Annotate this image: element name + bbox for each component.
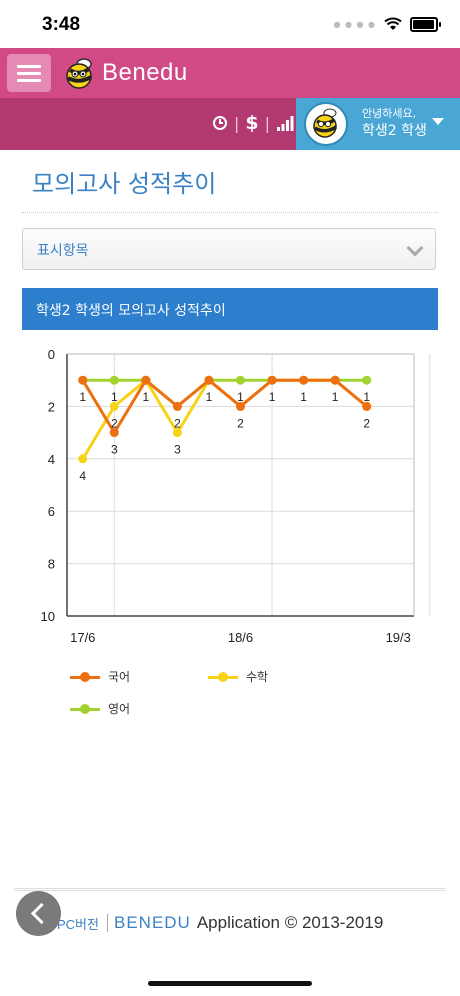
data-label: 3 [111, 443, 118, 457]
signal-bars-icon[interactable] [276, 115, 294, 131]
chart-panel-header: 학생2 학생의 모의고사 성적추이 [22, 288, 438, 330]
y-tick-label: 8 [48, 557, 55, 572]
legend-item: 영어 [70, 700, 130, 717]
data-point [362, 375, 372, 385]
legend-swatch [70, 671, 100, 683]
status-time: 3:48 [42, 14, 81, 35]
series-line [81, 378, 368, 435]
y-tick-label: 2 [48, 399, 55, 414]
data-point [204, 375, 214, 385]
data-label: 1 [79, 390, 86, 404]
data-label: 2 [237, 416, 244, 430]
toolbar-divider: | [234, 113, 240, 133]
app-header: Benedu [0, 48, 460, 98]
data-point [78, 375, 88, 385]
data-point [141, 375, 151, 385]
divider [22, 212, 438, 213]
legend-label: 국어 [108, 670, 131, 684]
footer-brand: BENEDU [113, 913, 191, 932]
clock-icon[interactable] [212, 115, 228, 131]
data-label: 1 [269, 390, 276, 404]
legend-swatch [70, 703, 100, 715]
cellular-dots-icon: ● ● ● ● [333, 19, 376, 29]
home-indicator [148, 981, 312, 986]
data-point [299, 375, 309, 385]
data-point [109, 375, 119, 385]
bee-avatar-icon [313, 108, 337, 138]
toolbar-icons: | $ | [212, 112, 294, 134]
data-point [362, 401, 372, 411]
bee-logo-icon [66, 58, 93, 89]
battery-icon [410, 16, 441, 32]
data-label: 2 [363, 416, 370, 430]
caret-down-icon [432, 118, 444, 125]
x-tick-label: 18/6 [228, 630, 253, 645]
legend-item: 수학 [208, 668, 268, 685]
data-label: 1 [332, 390, 339, 404]
avatar [304, 102, 348, 146]
page-title: 모의고사 성적추이 [32, 170, 217, 198]
data-label: 1 [363, 390, 370, 404]
data-point [109, 401, 119, 411]
data-point [78, 454, 88, 464]
status-icons: ● ● ● ● [333, 14, 441, 34]
legend-label: 수학 [246, 670, 269, 684]
footer-separator [106, 914, 108, 932]
data-label: 3 [174, 443, 181, 457]
pc-version-link[interactable]: PC버전 [57, 916, 99, 932]
dropdown-label: 표시항목 [37, 243, 89, 259]
back-button[interactable] [16, 891, 61, 936]
status-bar: 3:48 ● ● ● ● [0, 0, 460, 48]
legend-swatch [208, 671, 238, 683]
chevron-down-icon [406, 239, 424, 257]
user-greeting: 안녕하세요, [362, 107, 417, 120]
data-point [109, 428, 119, 438]
x-tick-label: 17/6 [70, 630, 95, 645]
wifi-icon [384, 17, 402, 30]
data-label: 4 [79, 469, 86, 483]
user-name: 학생2 학생 [362, 123, 427, 139]
footer-divider [14, 888, 446, 891]
chart-panel-title: 학생2 학생의 모의고사 성적추이 [36, 303, 226, 319]
brand-name: Benedu [102, 59, 188, 86]
data-label: 1 [206, 390, 213, 404]
user-menu[interactable]: 안녕하세요, 학생2 학생 [296, 98, 460, 150]
data-label: 1 [143, 390, 150, 404]
y-tick-label: 4 [48, 452, 55, 467]
data-label: 1 [111, 390, 118, 404]
data-point [236, 401, 245, 411]
data-label: 1 [300, 390, 307, 404]
legend-item: 국어 [70, 668, 130, 685]
score-trend-chart: 0 2 4 6 8 10 17/6 18/6 19/3 1 4 1 2 3 1 2 3 1 1 2 1 1 1 1 2 [41, 347, 431, 645]
coin-icon[interactable]: $ [245, 112, 259, 134]
x-tick-label: 19/3 [386, 630, 411, 645]
y-tick-label: 0 [48, 347, 55, 362]
footer: PC버전 BENEDU Application © 2013-2019 [57, 913, 383, 933]
data-point [236, 375, 245, 385]
footer-copyright: Application © 2013-2019 [196, 913, 384, 932]
data-point [330, 375, 340, 385]
data-label: 2 [174, 416, 181, 430]
legend-label: 영어 [108, 702, 131, 716]
data-point [172, 401, 182, 411]
brand-logo[interactable]: Benedu [62, 56, 188, 90]
hamburger-menu-button[interactable] [7, 54, 51, 92]
data-point [172, 428, 182, 438]
data-label: 1 [237, 390, 244, 404]
data-label: 2 [111, 416, 118, 430]
toolbar-divider: | [264, 113, 271, 133]
y-tick-label: 10 [41, 609, 55, 624]
y-tick-label: 6 [48, 504, 55, 519]
display-items-dropdown[interactable]: 표시항목 [22, 228, 436, 270]
data-point [267, 375, 277, 385]
